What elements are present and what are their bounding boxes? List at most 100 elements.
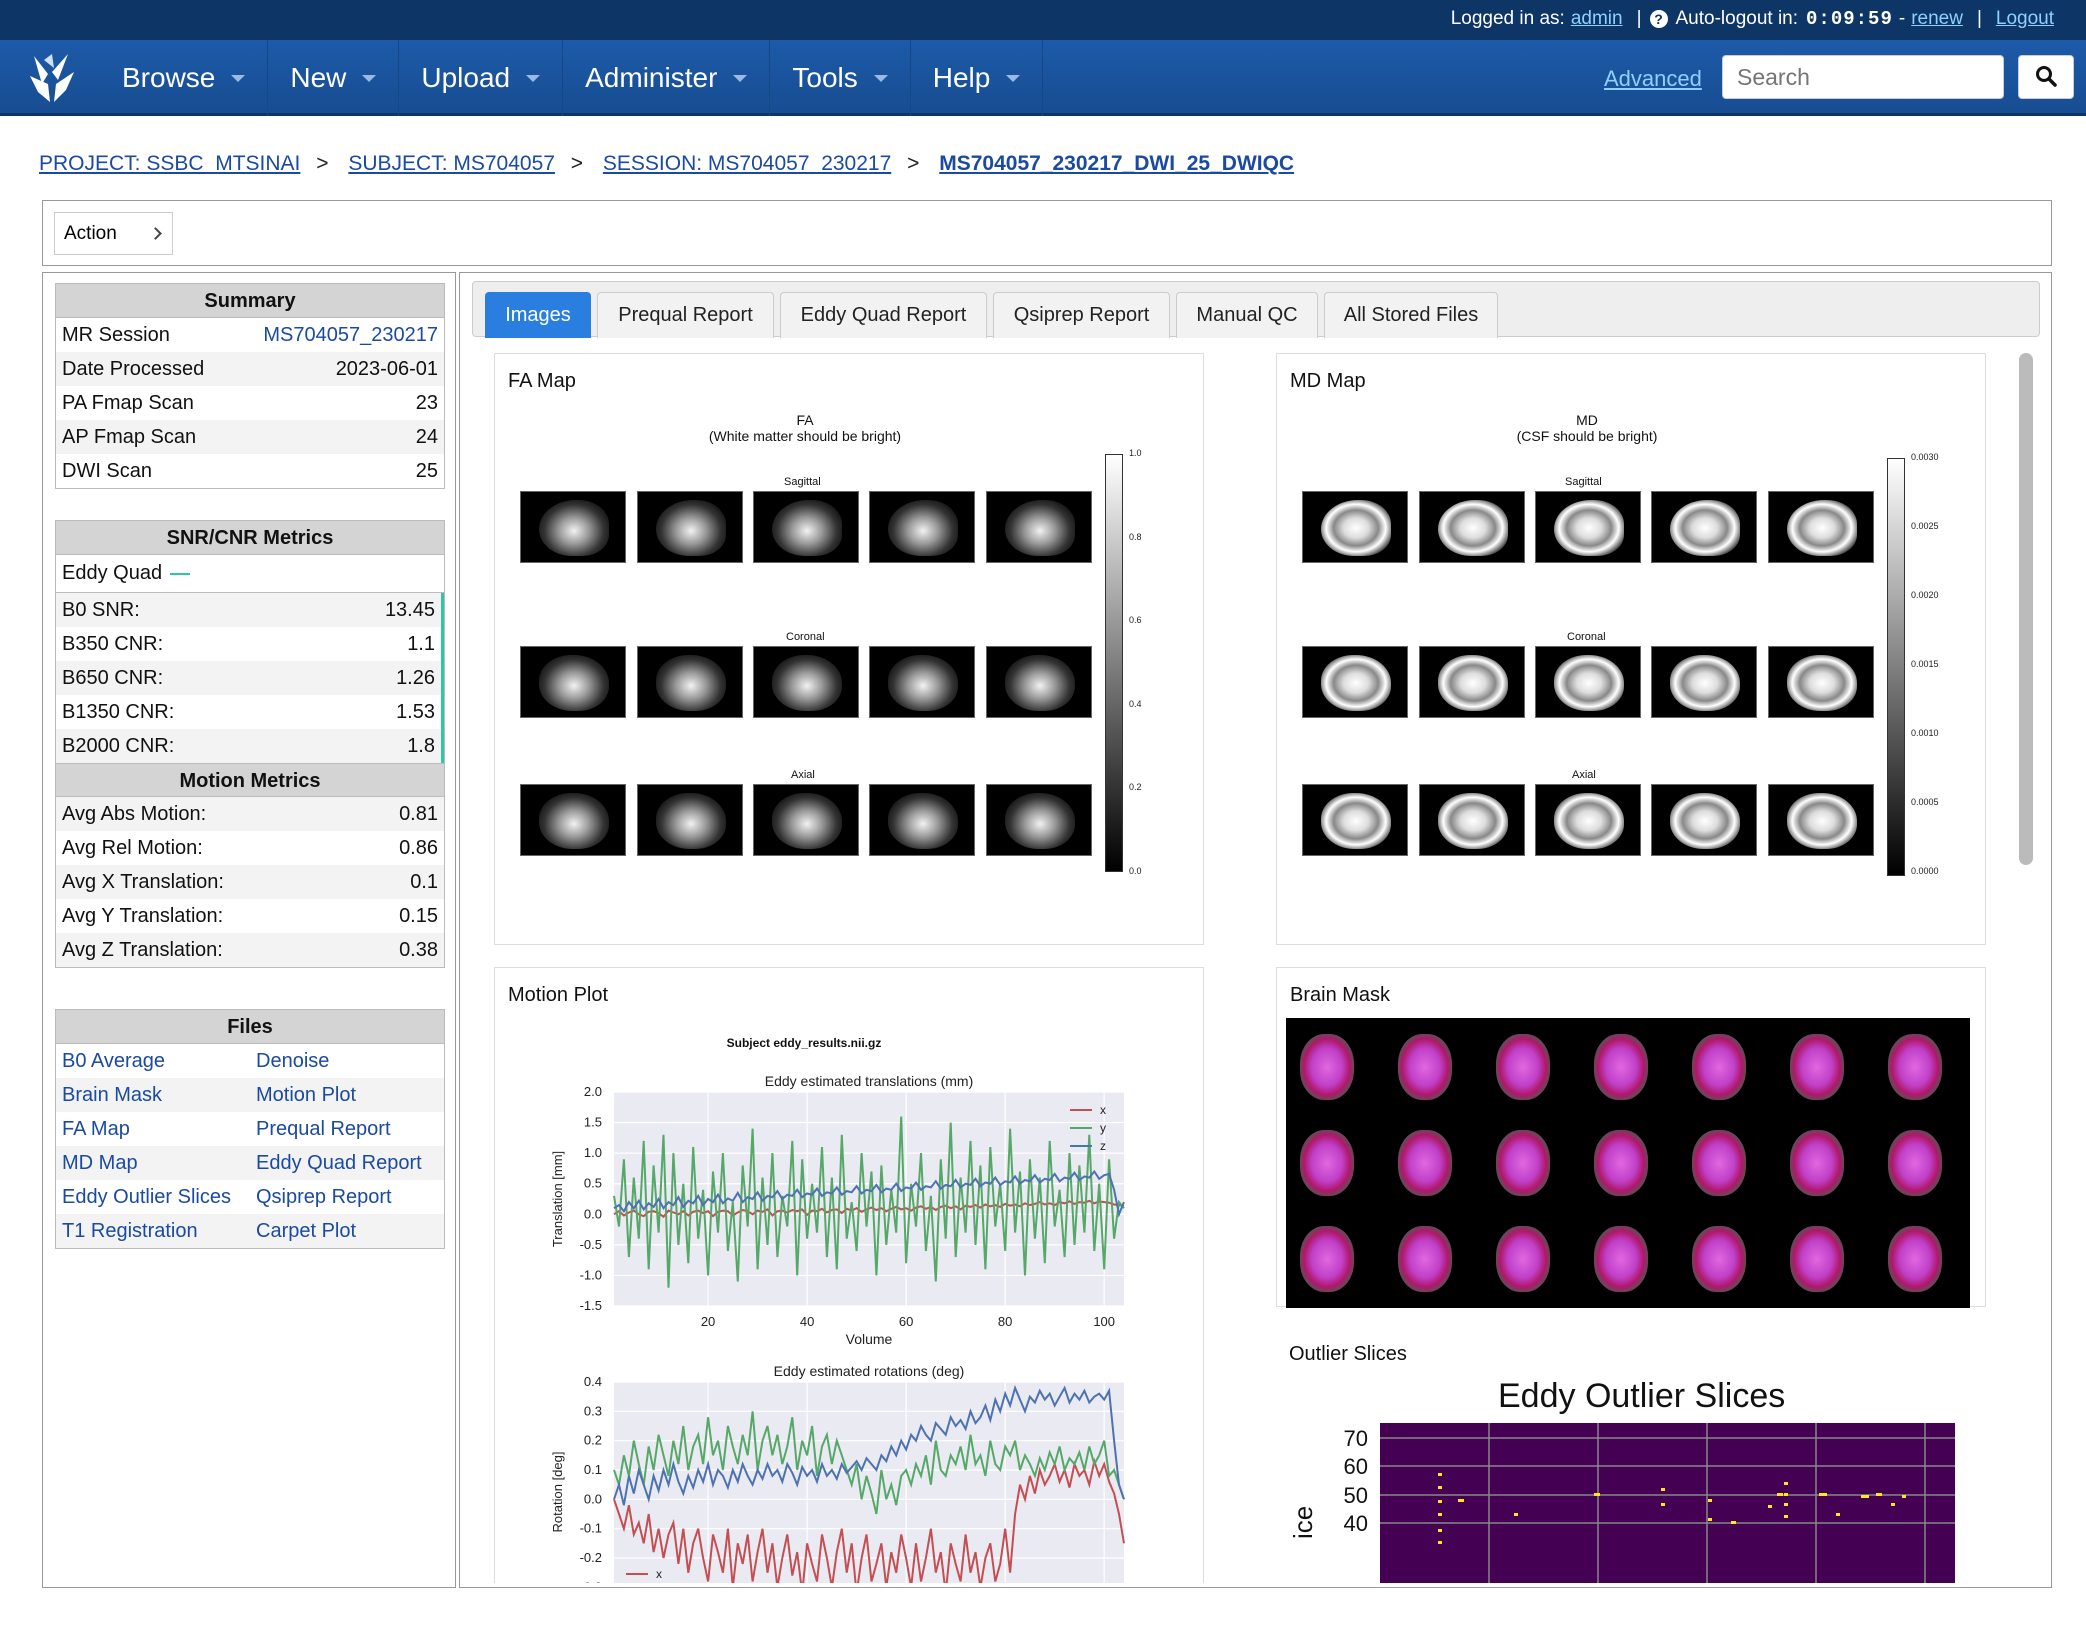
tab-prequal-report[interactable]: Prequal Report (597, 292, 774, 338)
y-tick-label: 1.0 (584, 1145, 602, 1160)
motion-value: 0.1 (410, 870, 438, 893)
file-link-b0-average[interactable]: B0 Average (62, 1050, 166, 1072)
tab-manual-qc[interactable]: Manual QC (1176, 292, 1318, 338)
motion-value: 0.86 (399, 836, 438, 859)
brain-image (1438, 793, 1508, 849)
brain-mask-slice (1490, 1026, 1555, 1108)
brain-slice-thumbnail (986, 491, 1092, 563)
file-link-carpet-plot[interactable]: Carpet Plot (256, 1220, 357, 1242)
tab-eddy-quad-report[interactable]: Eddy Quad Report (780, 292, 987, 338)
brain-image (1438, 655, 1508, 711)
file-link-brain-mask[interactable]: Brain Mask (62, 1084, 163, 1106)
y-tick-label: -0.2 (580, 1550, 602, 1565)
motion-row: Avg Rel Motion: 0.86 (56, 831, 444, 865)
brain-mask-image (1594, 1130, 1648, 1196)
action-button[interactable]: Action (54, 212, 173, 255)
brain-slice-thumbnail (1302, 646, 1408, 718)
file-link-prequal-report[interactable]: Prequal Report (256, 1118, 391, 1140)
svg-text:60: 60 (1344, 1454, 1368, 1479)
colorbar-tick: 0.6 (1129, 615, 1142, 626)
y-tick-label: -0.3 (580, 1579, 602, 1583)
file-link-fa-map[interactable]: FA Map (62, 1118, 130, 1140)
nav-tools[interactable]: Tools (770, 40, 911, 116)
motion-header: Motion Metrics (56, 763, 444, 797)
brain-image (1787, 793, 1857, 849)
brain-image (1321, 655, 1391, 711)
y-tick-label: 0.2 (584, 1433, 602, 1448)
file-link-qsiprep-report[interactable]: Qsiprep Report (256, 1186, 392, 1208)
colorbar-tick: 0.0010 (1911, 728, 1939, 738)
brain-mask-image (1398, 1130, 1452, 1196)
collapse-dash-icon (170, 572, 191, 575)
chevron-down-icon (231, 74, 246, 82)
file-link-motion-plot[interactable]: Motion Plot (256, 1084, 357, 1106)
brain-slice-thumbnail (869, 784, 975, 856)
outlier-grid (1380, 1423, 1955, 1583)
brain-mask-slice (1686, 1026, 1751, 1108)
brain-image (1554, 655, 1624, 711)
autologout-label: Auto-logout in: (1675, 8, 1799, 29)
row-label-axial: Axial (1572, 769, 1596, 781)
renew-link[interactable]: renew (1911, 8, 1963, 29)
motion-label: Avg Rel Motion: (62, 836, 203, 859)
tab-all-stored-files[interactable]: All Stored Files (1324, 292, 1498, 338)
tab-images[interactable]: Images (485, 292, 591, 338)
nav-upload[interactable]: Upload (399, 40, 564, 116)
chevron-right-icon (149, 227, 162, 240)
brain-image (888, 793, 958, 849)
brain-image (1670, 500, 1740, 556)
brain-mask-image (1300, 1226, 1354, 1292)
user-link[interactable]: admin (1570, 8, 1623, 29)
breadcrumb-separator: > (316, 152, 329, 175)
row-label-sagittal: Sagittal (1565, 476, 1602, 488)
mr-session-link[interactable]: MS704057_230217 (263, 323, 438, 346)
fa-map-card: FA Map FA (White matter should be bright… (494, 353, 1204, 945)
brain-image (656, 655, 726, 711)
file-cell: Carpet Plot (250, 1214, 444, 1248)
motion-label: Avg Z Translation: (62, 938, 223, 961)
file-link-denoise[interactable]: Denoise (256, 1050, 330, 1072)
fa-colorbar (1105, 454, 1123, 872)
brain-mask-image (1496, 1226, 1550, 1292)
logout-link[interactable]: Logout (1995, 8, 2054, 29)
xnat-logo-icon[interactable] (22, 50, 80, 106)
summary-value: 2023-06-01 (335, 357, 438, 380)
legend-label: x (1100, 1103, 1106, 1117)
file-link-eddy-outlier-slices[interactable]: Eddy Outlier Slices (62, 1186, 231, 1208)
scrollbar[interactable] (2019, 353, 2033, 865)
action-bar: Action (42, 200, 2052, 266)
breadcrumb-current[interactable]: MS704057_230217_DWI_25_DWIQC (939, 152, 1295, 175)
advanced-search-link[interactable]: Advanced (1604, 66, 1702, 91)
brain-image (1321, 793, 1391, 849)
nav-help[interactable]: Help (911, 40, 1044, 116)
breadcrumb-session[interactable]: SESSION: MS704057_230217 (602, 152, 892, 175)
colorbar-tick: 0.2 (1129, 782, 1142, 793)
brain-image (656, 793, 726, 849)
brain-image (772, 655, 842, 711)
brain-slice-thumbnail (986, 646, 1092, 718)
nav-browse[interactable]: Browse (100, 40, 269, 116)
brain-mask-slice (1784, 1026, 1849, 1108)
chevron-down-icon (1006, 74, 1021, 82)
file-link-eddy-quad-report[interactable]: Eddy Quad Report (256, 1152, 422, 1174)
nav-administer[interactable]: Administer (563, 40, 771, 116)
breadcrumb-subject[interactable]: SUBJECT: MS704057 (348, 152, 555, 175)
top-status-bar: Logged in as: admin | ? Auto-logout in: … (0, 0, 2086, 40)
card-title: Motion Plot (508, 984, 609, 1006)
search-input[interactable] (1722, 55, 2004, 99)
nav-new[interactable]: New (268, 40, 400, 116)
x-tick-label: 100 (1093, 1314, 1115, 1329)
file-link-t1-registration[interactable]: T1 Registration (62, 1220, 198, 1242)
snr-value: 1.53 (396, 700, 435, 723)
breadcrumb: PROJECT: SSBC_MTSINAI > SUBJECT: MS70405… (39, 152, 1304, 176)
brain-slice-thumbnail (520, 646, 626, 718)
x-axis-label: Volume (846, 1331, 893, 1347)
search-button[interactable] (2018, 55, 2074, 99)
tab-qsiprep-report[interactable]: Qsiprep Report (993, 292, 1170, 338)
eddy-quad-toggle[interactable]: Eddy Quad (56, 555, 444, 593)
file-link-md-map[interactable]: MD Map (62, 1152, 138, 1174)
breadcrumb-project[interactable]: PROJECT: SSBC_MTSINAI (39, 152, 301, 175)
separator: | (1976, 8, 1982, 29)
legend-label: z (1100, 1139, 1106, 1153)
brain-slice-thumbnail (1302, 491, 1408, 563)
